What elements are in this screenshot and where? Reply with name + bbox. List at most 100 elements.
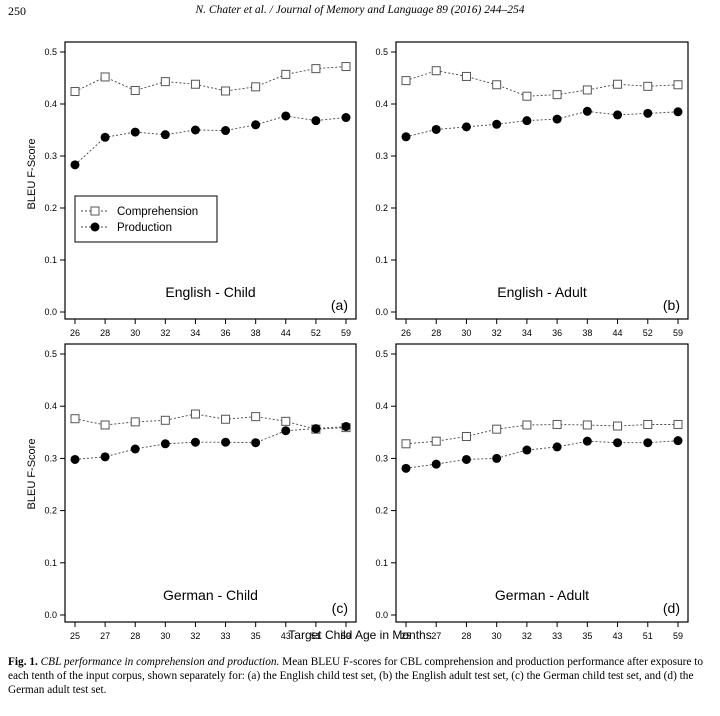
- panels-group: 0.0 0.1 0.2 0.3 0.4 0.5 26 28 30 32 34 36 38 44 52 59 En…: [44, 41, 689, 641]
- panel-a-comprehension-point: [281, 69, 291, 79]
- panel-b-xtick-label: 44: [613, 328, 623, 338]
- panel-a-production-point: [221, 126, 231, 136]
- panel-b-production-point: [582, 106, 592, 116]
- panel-a-production-point: [100, 132, 110, 142]
- panel-a-comprehension-line: [74, 66, 347, 92]
- panel-d-xtick-label: 33: [552, 631, 562, 641]
- legend-comprehension-marker: [90, 206, 100, 216]
- panel-a-xtick-label: 32: [160, 328, 170, 338]
- panel-d-xtick-label: 51: [643, 631, 653, 641]
- panel-d-xtick-label: 35: [582, 631, 592, 641]
- panel-b-ytick-label: 0.2: [375, 203, 388, 213]
- panel-b-xtick-label: 34: [522, 328, 532, 338]
- panel-d-production-point: [431, 459, 441, 469]
- panel-d: 0.0 0.1 0.2 0.3 0.4 0.5 25 27 28 30 32 33 35 43 51 59 Ge…: [375, 343, 689, 641]
- panel-a-xtick-label: 26: [70, 328, 80, 338]
- panel-d-ytick-label: 0.3: [375, 453, 388, 463]
- panel-a-ytick-label: 0.5: [44, 47, 57, 57]
- panel-a-xtick-label: 36: [221, 328, 231, 338]
- panel-b-comprehension-point: [643, 81, 653, 91]
- panel-b-xtick-label: 59: [673, 328, 683, 338]
- panel-d-comprehension-point: [492, 424, 502, 434]
- panel-a-production-point: [190, 125, 200, 135]
- panel-c-xtick-label: 27: [100, 631, 110, 641]
- legend-comprehension-label: Comprehension: [117, 206, 198, 218]
- panel-b-production-point: [552, 114, 562, 124]
- panel-c-frame: [64, 343, 357, 623]
- panel-c-xtick-label: 51: [311, 631, 321, 641]
- panel-d-ytick-label: 0.5: [375, 349, 388, 359]
- panel-a-title: English - Child: [165, 284, 255, 300]
- panel-b-comprehension-point: [492, 80, 502, 90]
- y-axis-label-bottom: BLEU F-Score: [26, 439, 38, 510]
- panel-a-ytick-label: 0.1: [44, 255, 57, 265]
- panel-d-production-point: [401, 463, 411, 473]
- panel-b-comprehension-point: [613, 79, 623, 89]
- panel-b-xtick-label: 36: [552, 328, 562, 338]
- panel-a-xtick-label: 30: [130, 328, 140, 338]
- panel-c-comprehension-point: [70, 414, 80, 424]
- x-axis-label: Target Child Age in Months: [288, 628, 431, 642]
- panel-c-ytick-label: 0.1: [44, 558, 57, 568]
- panel-d-xtick-label: 59: [673, 631, 683, 641]
- panel-b-ytick-label: 0.1: [375, 255, 388, 265]
- panel-a-production-point: [341, 113, 351, 123]
- panel-c-production-point: [70, 454, 80, 464]
- legend-production-marker: [90, 222, 100, 232]
- panel-b-ytick-label: 0.4: [375, 99, 388, 109]
- panel-a-comprehension-point: [251, 82, 261, 92]
- panel-d-xtick-label: 43: [613, 631, 623, 641]
- panel-c-xtick-label: 33: [221, 631, 231, 641]
- panel-b-comprehension-point: [431, 66, 441, 76]
- panel-a: 0.0 0.1 0.2 0.3 0.4 0.5 26 28 30 32 34 36 38 44 52 59 En…: [44, 41, 357, 338]
- legend-production-label: Production: [117, 222, 172, 234]
- panel-d-production-point: [582, 436, 592, 446]
- panel-a-xtick-label: 38: [251, 328, 261, 338]
- panel-a-xtick-label: 34: [190, 328, 200, 338]
- panel-a-comprehension-point: [100, 72, 110, 82]
- panel-c-production-line: [74, 426, 347, 460]
- panel-a-comprehension-point: [311, 64, 321, 74]
- panel-b-comprehension-point: [461, 71, 471, 81]
- panel-c-production-point: [130, 444, 140, 454]
- panel-c-comprehension-point: [221, 414, 231, 424]
- panel-b-production-point: [492, 119, 502, 129]
- panel-a-xtick-label: 28: [100, 328, 110, 338]
- panel-b-production-point: [643, 108, 653, 118]
- legend: Comprehension Production: [74, 195, 218, 243]
- panel-a-production-point: [160, 130, 170, 140]
- panel-c-ytick-label: 0.5: [44, 349, 57, 359]
- panel-b-xtick-label: 32: [492, 328, 502, 338]
- panel-b-comprehension-point: [401, 76, 411, 86]
- panel-a-production-point: [281, 111, 291, 121]
- panel-a-comprehension-point: [130, 85, 140, 95]
- y-axis-label-top: BLEU F-Score: [26, 139, 38, 210]
- panel-a-ytick-label: 0.0: [44, 307, 57, 317]
- panel-b-comprehension-point: [522, 91, 532, 101]
- panel-b-title: English - Adult: [497, 284, 587, 300]
- panel-d-ytick-label: 0.1: [375, 558, 388, 568]
- panel-b-xtick-label: 28: [431, 328, 441, 338]
- panel-c-comprehension-point: [160, 415, 170, 425]
- panel-d-xtick-label: 27: [431, 631, 441, 641]
- panel-a-xtick-label: 52: [311, 328, 321, 338]
- panel-d-comprehension-point: [461, 431, 471, 441]
- panel-b-xtick-label: 26: [401, 328, 411, 338]
- panel-d-production-point: [673, 436, 683, 446]
- panel-d-title: German - Adult: [495, 587, 589, 603]
- page-header: 250 N. Chater et al. / Journal of Memory…: [8, 4, 712, 22]
- figure-caption: Fig. 1. CBL performance in comprehension…: [8, 655, 712, 697]
- panel-c-xtick-label: 43: [281, 631, 291, 641]
- panel-d-ytick-label: 0.4: [375, 401, 388, 411]
- panel-c-production-point: [190, 437, 200, 447]
- panel-a-comprehension-point: [341, 62, 351, 72]
- panel-b-ytick-label: 0.3: [375, 151, 388, 161]
- panel-a-production-line: [74, 115, 347, 166]
- panel-c-ytick-label: 0.0: [44, 610, 57, 620]
- panel-b-label: (b): [663, 297, 680, 313]
- panel-c-xtick-label: 59: [341, 631, 351, 641]
- panel-b-production-line: [405, 110, 679, 138]
- panel-d-comprehension-point: [552, 419, 562, 429]
- panel-c-comprehension-point: [251, 412, 261, 422]
- panel-d-comprehension-point: [522, 420, 532, 430]
